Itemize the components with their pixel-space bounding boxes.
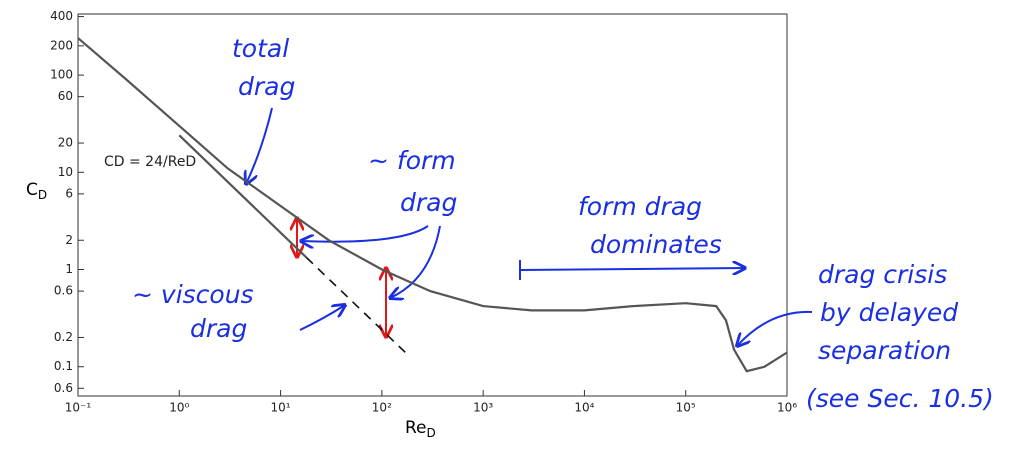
arrow [246, 107, 273, 184]
y-tick-label: 0.2 [54, 330, 73, 344]
arrow [390, 225, 441, 298]
y-tick-label: 400 [50, 9, 73, 23]
y-tick-label: 100 [50, 68, 73, 82]
y-tick-label: 200 [50, 38, 73, 52]
x-tick-label: 10⁶ [777, 401, 797, 415]
annotation: drag [400, 188, 457, 217]
annotation: separation [818, 336, 951, 365]
plot-frame [77, 13, 788, 397]
y-tick-label: 0.6 [54, 284, 73, 298]
arrow [737, 310, 813, 346]
annotation: dominates [590, 230, 722, 259]
arrow [299, 305, 345, 331]
data-line [305, 256, 409, 356]
x-tick-label: 10⁻¹ [65, 401, 92, 415]
y-tick-label: 60 [58, 89, 73, 103]
y-axis-label: CD [26, 180, 47, 202]
annotation: drag crisis [818, 260, 947, 289]
annotation: ~ viscous [132, 280, 254, 309]
annotation: drag [190, 314, 247, 343]
y-tick-label: 20 [58, 136, 73, 150]
x-tick-label: 10³ [473, 401, 493, 415]
data-line [178, 134, 308, 259]
annotation: ~ form [368, 146, 456, 175]
y-tick-label: 0.1 [54, 359, 73, 373]
annotation: drag [238, 72, 295, 101]
x-tick-label: 10⁵ [676, 401, 696, 415]
x-tick-label: 10⁰ [169, 401, 189, 415]
annotation: by delayed [820, 298, 958, 327]
formula: CD = 24/ReD [104, 154, 196, 170]
annotation: form drag [578, 192, 702, 221]
x-tick-label: 10² [372, 401, 392, 415]
data-line [77, 37, 788, 373]
y-tick-label: 1 [65, 262, 73, 276]
annotation: (see Sec. 10.5) [806, 384, 994, 413]
annotation: total [232, 34, 289, 63]
annotations: total drag ~ form drag ~ viscous drag fo… [132, 34, 994, 413]
y-tick-label: 6 [65, 186, 73, 200]
y-tick-label: 10 [58, 165, 73, 179]
x-tick-label: 10¹ [271, 401, 291, 415]
y-tick-label: 2 [65, 233, 73, 247]
x-tick-label: 10⁴ [574, 401, 594, 415]
arrow [519, 268, 745, 270]
x-axis-label: ReD [405, 418, 436, 440]
y-tick-label: 0.6 [54, 381, 73, 395]
arrow [301, 225, 429, 242]
